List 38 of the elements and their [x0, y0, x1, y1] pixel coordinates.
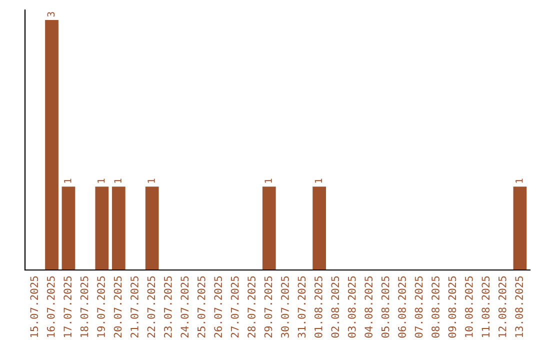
x-tick-label: 07.08.2025 — [414, 276, 423, 338]
x-tick-label: 19.07.2025 — [97, 276, 105, 338]
x-tick-label: 25.07.2025 — [197, 276, 206, 338]
x-tick-label: 21.07.2025 — [130, 276, 138, 338]
x-tick-label: 01.08.2025 — [314, 276, 322, 338]
x-tick-label: 11.08.2025 — [482, 276, 490, 338]
x-tick-label: 10.08.2025 — [464, 276, 473, 338]
x-tick-label: 17.07.2025 — [64, 276, 72, 338]
x-tick-label: 20.07.2025 — [114, 276, 122, 338]
x-tick-label: 04.08.2025 — [364, 276, 373, 338]
x-tick-label: 06.08.2025 — [398, 276, 406, 338]
x-tick-label: 15.07.2025 — [30, 276, 38, 338]
data-label: 1 — [98, 178, 105, 183]
x-tick-label: 27.07.2025 — [230, 276, 239, 338]
data-label: 1 — [516, 178, 523, 183]
x-tick-label: 09.08.2025 — [448, 276, 456, 338]
x-tick-label: 02.08.2025 — [331, 276, 340, 338]
data-label: 1 — [114, 178, 122, 183]
x-tick-label: 22.07.2025 — [147, 276, 156, 338]
x-tick-label: 08.08.2025 — [432, 276, 440, 338]
x-tick-label: 18.07.2025 — [80, 276, 88, 338]
data-label: 1 — [314, 178, 322, 183]
x-tick-label: 03.08.2025 — [348, 276, 356, 338]
data-label: 1 — [148, 178, 155, 183]
x-tick-label: 30.07.2025 — [281, 276, 289, 338]
x-tick-label: 23.07.2025 — [164, 276, 172, 338]
x-tick-label: 13.08.2025 — [515, 276, 524, 338]
data-label: 3 — [47, 12, 55, 17]
x-tick-label: 28.07.2025 — [248, 276, 256, 338]
x-tick-label: 24.07.2025 — [180, 276, 189, 338]
x-tick-label: 29.07.2025 — [264, 276, 272, 338]
x-tick-label: 26.07.2025 — [214, 276, 222, 338]
x-tick-label: 05.08.2025 — [381, 276, 390, 338]
x-tick-label: 12.08.2025 — [498, 276, 506, 338]
x-tick-label: 16.07.2025 — [46, 276, 55, 338]
data-label: 1 — [264, 178, 272, 183]
data-label: 1 — [64, 178, 72, 183]
x-tick-label: 31.07.2025 — [298, 276, 306, 338]
